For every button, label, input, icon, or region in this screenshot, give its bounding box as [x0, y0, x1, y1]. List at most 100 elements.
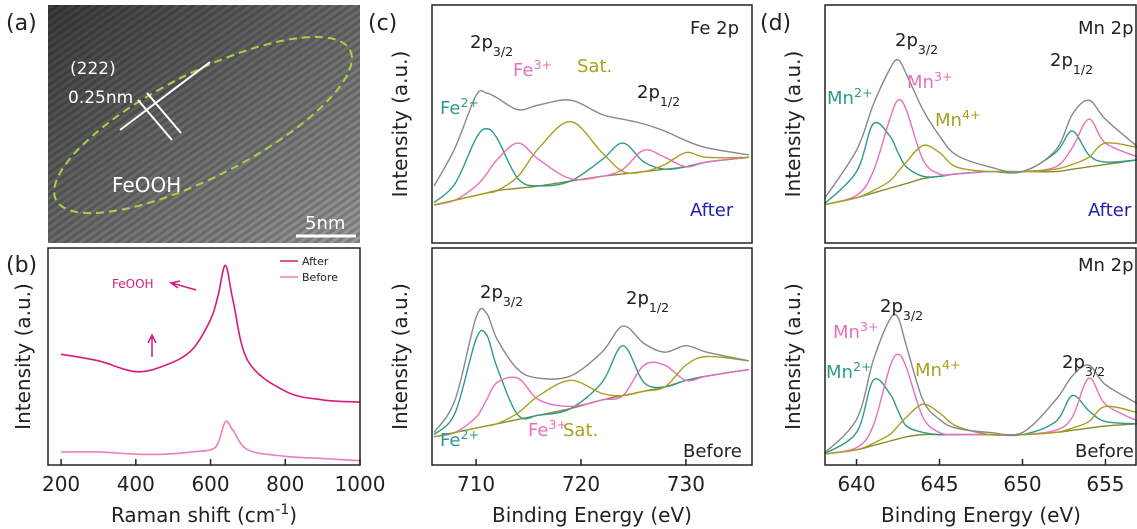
- plot-area: [60, 264, 360, 462]
- x-tick-label: 645: [920, 472, 958, 496]
- x-tick-label: 650: [1003, 472, 1041, 496]
- annotation: Mn3+: [833, 319, 879, 344]
- annotation-part: 4+: [942, 357, 961, 372]
- annotation-part: 3+: [860, 319, 879, 334]
- y-axis-label: Intensity (a.u.): [781, 51, 805, 198]
- annotation-part: 2p: [1062, 352, 1085, 373]
- annotation: 2p1/2: [626, 288, 669, 315]
- y-axis-label: Intensity (a.u.): [388, 283, 412, 430]
- annotation: Before: [1075, 441, 1134, 462]
- annotation-part: 2p: [637, 82, 660, 103]
- annotation-part: 2p: [1050, 50, 1073, 71]
- plot-frame: [431, 4, 753, 244]
- annotation-part: 3/2: [1085, 364, 1105, 379]
- annotation-part: Mn: [827, 88, 854, 109]
- x-tick-label: 1000: [335, 472, 386, 496]
- series-line: [61, 420, 360, 462]
- annotation-part: 3/2: [503, 294, 523, 309]
- annotation-part: Fe: [440, 430, 460, 451]
- annotation: Fe3+: [528, 417, 567, 442]
- annotation: Fe2+: [440, 95, 479, 120]
- annotation: Sat.: [563, 420, 598, 441]
- annotation-part: 1/2: [649, 300, 669, 315]
- plot-area: [433, 307, 749, 438]
- annotation: 2p1/2: [637, 82, 680, 109]
- plot-area: [433, 89, 749, 206]
- series-line: [825, 403, 1137, 455]
- x-tick-label: 730: [667, 472, 705, 496]
- series-line: [825, 353, 1137, 455]
- x-tick-label: 200: [42, 472, 80, 496]
- series-line: [433, 355, 749, 438]
- annotation: 2p3/2: [880, 296, 923, 323]
- plot-frame: [824, 247, 1137, 466]
- legend-label: After: [302, 255, 329, 268]
- annotation-part: Fe: [528, 420, 548, 441]
- series-line: [825, 58, 1137, 199]
- annotation-part: 2+: [853, 359, 872, 374]
- annotation: After: [690, 200, 734, 221]
- x-tick-label: 600: [191, 472, 229, 496]
- y-axis-label: Intensity (a.u.): [781, 283, 805, 430]
- panel-label: (d): [760, 11, 791, 36]
- annotation: Fe2+: [440, 427, 479, 452]
- x-tick-label: 655: [1086, 472, 1124, 496]
- legend-label: Before: [302, 271, 338, 284]
- y-axis-label: Intensity (a.u.): [388, 51, 412, 198]
- series-line: [433, 128, 749, 204]
- series-line: [825, 142, 1137, 206]
- annotation: Fe3+: [513, 57, 552, 82]
- spacing-line: [119, 61, 211, 131]
- annotation-part: Mn: [826, 362, 853, 383]
- x-tick-label: 400: [117, 472, 155, 496]
- annotation-part: 2+: [460, 427, 479, 442]
- annotation-part: 2p: [470, 32, 493, 53]
- series-line: [433, 361, 749, 438]
- annotation-part: Mn: [935, 110, 962, 131]
- series-line: [433, 120, 749, 206]
- annotation: Sat.: [577, 56, 612, 77]
- panel-label: (a): [6, 11, 37, 36]
- annotation: Mn3+: [907, 69, 953, 94]
- annotation: Mn 2p: [1078, 18, 1134, 39]
- y-axis-label: Intensity (a.u.): [11, 283, 35, 430]
- plot-frame: [824, 4, 1137, 244]
- x-axis-label-part: -1: [275, 502, 289, 518]
- x-tick-label: 800: [266, 472, 304, 496]
- annotation: 2p3/2: [470, 32, 513, 59]
- annotation-part: 1/2: [660, 94, 680, 109]
- annotation: Mn2+: [826, 359, 872, 384]
- annotation: 2p1/2: [1050, 50, 1093, 77]
- plane-label: (222): [70, 59, 116, 79]
- series-line: [433, 89, 749, 187]
- annotation-part: 2p: [895, 30, 918, 51]
- annotation-part: 3/2: [918, 42, 938, 57]
- annotation-part: 3+: [548, 417, 567, 432]
- series-line: [825, 98, 1137, 206]
- x-tick-label: 710: [457, 472, 495, 496]
- annotation: Mn4+: [935, 107, 981, 132]
- scale-label: 5nm: [305, 213, 345, 234]
- annotation: Mn2+: [827, 85, 873, 110]
- panel-label: (b): [6, 253, 37, 278]
- annotation: 2p3/2: [895, 30, 938, 57]
- annotation: Mn4+: [915, 357, 961, 382]
- series-line: [825, 313, 1137, 454]
- annotation-part: Fe: [513, 60, 533, 81]
- plot-area: [825, 313, 1137, 455]
- annotation-part: 2+: [854, 85, 873, 100]
- annotation-part: 3/2: [493, 44, 513, 59]
- annotation: 2p3/2: [480, 282, 523, 309]
- x-axis-label-part: Raman shift (cm: [111, 503, 275, 527]
- x-axis-label: Binding Energy (eV): [492, 503, 692, 527]
- annotation-part: 2+: [460, 95, 479, 110]
- series-line: [433, 329, 749, 436]
- annotation-part: 4+: [962, 107, 981, 122]
- annotation-part: Fe: [440, 98, 460, 119]
- annotation-part: 2p: [880, 296, 903, 317]
- panel-label: (c): [368, 11, 397, 36]
- annotation-part: 1/2: [1073, 62, 1093, 77]
- annotation: FeOOH: [112, 277, 154, 291]
